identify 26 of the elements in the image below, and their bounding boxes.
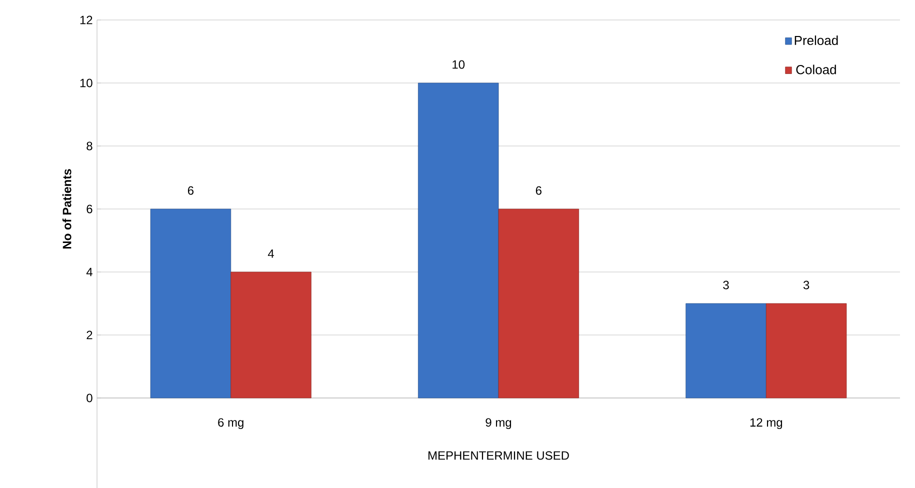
x-axis-title: MEPHENTERMINE USED	[428, 451, 569, 460]
bar	[418, 82, 499, 398]
y-axis-title: No of Patients	[62, 169, 72, 248]
y-tick-label: 0	[86, 394, 92, 402]
data-label: 3	[723, 280, 729, 290]
data-label: 6	[188, 186, 194, 195]
bar	[766, 303, 847, 398]
x-tick-label: 9 mg	[486, 418, 512, 429]
data-label: 10	[452, 60, 465, 69]
y-tick-label: 4	[86, 268, 92, 276]
legend-label: Coload	[796, 64, 836, 74]
bar	[686, 303, 766, 398]
y-tick-label: 2	[86, 330, 92, 340]
x-tick-label: 12 mg	[750, 418, 782, 429]
y-tick-label: 12	[80, 16, 92, 24]
bar	[230, 272, 312, 398]
bar	[498, 208, 580, 398]
bar	[150, 208, 232, 398]
y-tick-label: 6	[86, 204, 92, 214]
data-label: 3	[803, 280, 810, 290]
legend-label: Preload	[794, 35, 838, 45]
y-tick-label: 10	[80, 78, 92, 88]
data-label: 6	[536, 186, 542, 195]
data-label: 4	[268, 249, 274, 258]
y-tick-label: 8	[86, 142, 92, 150]
x-tick-label: 6 mg	[218, 418, 244, 429]
